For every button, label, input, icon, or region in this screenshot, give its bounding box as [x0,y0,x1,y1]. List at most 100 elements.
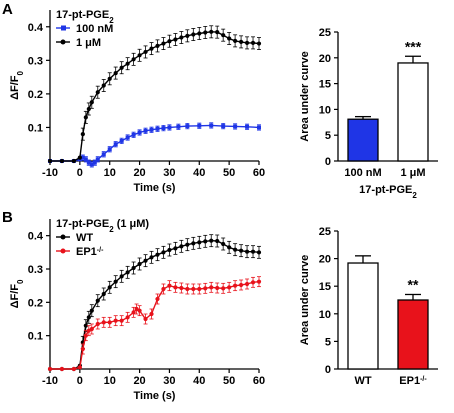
y-tick-label: 0.1 [28,331,43,343]
data-point [221,286,226,291]
bar-chart-a: 0 5 10 15 20 25 Area under curve 100 nM *** 1 μM 1… [299,27,438,200]
data-point [203,239,208,244]
legend-label: EP1-/- [76,246,104,258]
category-label: 1 μM [400,167,425,179]
data-point [83,115,88,120]
data-point [155,296,160,302]
data-point [155,43,160,49]
y-tick-label: 0.4 [28,22,44,34]
data-point [197,240,202,245]
y-tick-label: 0.4 [28,231,44,243]
data-point [80,155,85,160]
x-tick-label: 30 [163,375,175,387]
data-point [143,128,148,133]
data-point [83,323,88,328]
data-point [89,162,94,167]
data-point [161,286,166,292]
data-point [227,245,232,250]
x-tick-label: 50 [223,167,235,179]
data-point [179,285,184,291]
legend-label-sup: -/- [97,247,104,254]
data-point [119,138,124,143]
data-point [125,315,130,320]
data-point [238,248,244,253]
data-point [86,315,91,320]
bar [347,262,379,370]
data-point [221,124,226,129]
y-axis-title: ΔF/F0 [9,279,25,308]
significance-label: ** [408,276,419,292]
data-point [137,308,142,313]
x-tick-label: 0 [77,375,83,387]
y-axis-title-sub: 0 [16,279,25,284]
data-point [227,285,232,290]
data-point [245,124,250,129]
y-axis-title: ΔF/F0 [9,71,25,100]
legend-label: 1 μM [76,37,101,49]
data-point [89,326,94,332]
data-point [143,258,148,263]
x-axis-title-sub: 2 [412,191,417,200]
x-tick-label: 50 [223,375,235,387]
y-tick-label: 0 [325,364,331,376]
x-tick-label: -10 [42,375,58,387]
data-point [86,106,91,112]
data-point [59,158,65,164]
data-point [95,298,100,303]
data-point [119,318,124,323]
data-point [209,285,214,290]
series-line [50,31,260,162]
data-point [161,250,166,255]
data-point [244,40,250,45]
x-tick-label: 40 [193,167,205,179]
data-point [137,53,142,58]
data-point [149,46,154,51]
data-point [238,282,244,288]
data-point [197,286,202,292]
x-tick-label: 10 [104,375,116,387]
x-tick-label: 10 [104,167,116,179]
data-point [101,83,106,88]
data-point [256,41,262,46]
data-point [119,65,124,70]
data-point [80,346,85,352]
data-point [83,333,88,338]
x-tick-label: 30 [163,167,175,179]
data-point [125,61,130,66]
x-tick-label: 0 [77,167,83,179]
data-point [256,279,262,284]
data-point [89,308,94,313]
data-point [113,70,118,76]
chart-annotation-sub: 2 [109,16,114,25]
data-point [161,126,166,131]
x-tick-label: 60 [253,375,265,387]
legend-marker [60,248,66,254]
data-point [167,283,172,288]
data-point [256,250,262,255]
data-point [59,366,65,372]
data-point [179,35,184,40]
x-axis-title: 17-pt-PGE2 [359,184,417,200]
data-point [233,247,238,252]
chart-annotation-sub: 2 [109,225,114,234]
legend-marker [60,39,66,45]
data-point [176,124,181,129]
data-point [155,252,160,257]
legend-marker [61,25,66,31]
y-axis-title: Area under curve [299,51,311,141]
data-point [197,123,202,128]
data-point [113,318,118,323]
data-point [149,311,154,317]
data-point [125,270,130,275]
data-point [89,100,94,105]
data-point [83,157,88,162]
y-tick-label: 25 [319,226,331,238]
x-axis-title: Time (s) [134,390,176,402]
data-point [191,286,196,292]
data-point [107,285,112,290]
data-point [101,152,106,157]
data-point [209,238,214,243]
data-point [131,265,136,271]
data-point [77,155,82,160]
